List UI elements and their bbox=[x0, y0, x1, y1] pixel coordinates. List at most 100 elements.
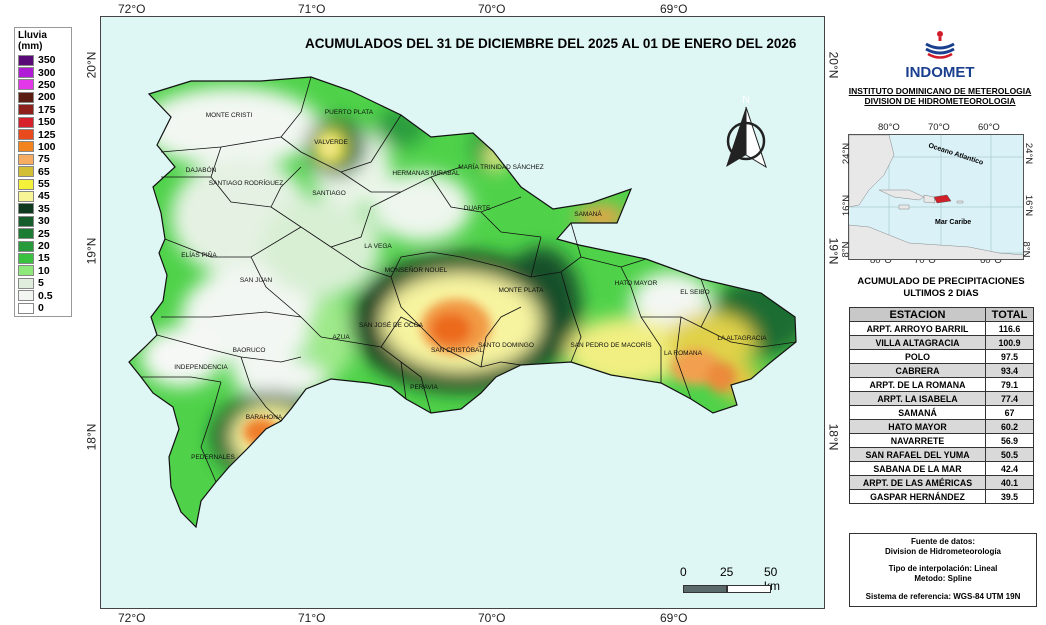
station-total: 116.6 bbox=[985, 321, 1034, 336]
legend-item: 0 bbox=[18, 302, 68, 314]
province-label: AZUA bbox=[332, 334, 350, 341]
legend-item: 55 bbox=[18, 178, 68, 190]
table-row: SAMANÁ 67 bbox=[849, 405, 1034, 420]
inset-tick: 24°N bbox=[1023, 142, 1035, 165]
province-label: DAJABÓN bbox=[186, 165, 217, 174]
province-label: HERMANAS MIRABAL bbox=[392, 170, 460, 177]
scale-label: 25 bbox=[720, 565, 734, 579]
tick-bottom: 72°O bbox=[118, 611, 146, 625]
legend-label: 30 bbox=[38, 215, 50, 228]
province-label: SAN JUAN bbox=[240, 277, 272, 284]
legend-label: 5 bbox=[38, 277, 44, 290]
legend-swatch bbox=[18, 116, 34, 128]
legend-label: 350 bbox=[38, 54, 56, 67]
legend-label: 10 bbox=[38, 264, 50, 277]
province-label: SAN PEDRO DE MACORÍS bbox=[570, 340, 652, 349]
legend-swatch bbox=[18, 104, 34, 116]
province-boundaries bbox=[141, 76, 797, 483]
tick-bottom: 69°O bbox=[660, 611, 688, 625]
inset-tick: 16°N bbox=[841, 194, 853, 217]
province-label: HATO MAYOR bbox=[615, 280, 658, 287]
table-row: CABRERA 93.4 bbox=[849, 363, 1034, 378]
accumulation-title: ACUMULADO DE PRECIPITACIONES ULTIMOS 2 D… bbox=[846, 276, 1036, 300]
legend-label: 0 bbox=[38, 302, 44, 314]
indomet-emblem-icon bbox=[925, 31, 955, 59]
source-label: Fuente de datos: bbox=[910, 537, 975, 546]
station-total: 42.4 bbox=[985, 461, 1034, 476]
tick-top: 70°O bbox=[478, 2, 506, 16]
legend-item: 300 bbox=[18, 66, 68, 79]
station-name: GASPAR HERNÁNDEZ bbox=[849, 489, 986, 504]
province-label: EL SEIBO bbox=[680, 289, 709, 296]
table-row: HATO MAYOR 60.2 bbox=[849, 419, 1034, 434]
legend-label: 100 bbox=[38, 140, 56, 153]
legend-label: 35 bbox=[38, 202, 50, 215]
legend-item: 75 bbox=[18, 153, 68, 165]
inset-tick: 80°O bbox=[870, 255, 892, 266]
station-total: 79.1 bbox=[985, 377, 1034, 392]
tick-right: 18°N bbox=[826, 423, 841, 451]
legend-label: 45 bbox=[38, 190, 50, 203]
station-name: HATO MAYOR bbox=[849, 419, 986, 434]
legend-item: 0.5 bbox=[18, 289, 68, 302]
province-label: LA ALTAGRACIA bbox=[717, 335, 767, 342]
province-labels: MONTE CRISTI PUERTO PLATA VALVERDE DAJAB… bbox=[174, 109, 767, 461]
station-total: 77.4 bbox=[985, 391, 1034, 406]
legend-swatch bbox=[18, 277, 34, 289]
province-label: LA ROMANA bbox=[664, 350, 703, 357]
legend-item: 65 bbox=[18, 166, 68, 178]
header-station: ESTACION bbox=[849, 307, 986, 322]
tick-top: 71°O bbox=[298, 2, 326, 16]
legend-swatch bbox=[18, 141, 34, 153]
station-total: 60.2 bbox=[985, 419, 1034, 434]
station-name: SAMANÁ bbox=[849, 405, 986, 420]
province-label: DUARTE bbox=[464, 205, 491, 212]
tick-left: 20°N bbox=[84, 51, 99, 79]
province-label: SANTIAGO bbox=[312, 190, 346, 197]
station-name: SAN RAFAEL DEL YUMA bbox=[849, 447, 986, 462]
legend-label: 65 bbox=[38, 165, 50, 178]
province-label: PUERTO PLATA bbox=[325, 109, 374, 116]
rain-legend: Lluvia (mm) 350 300 250 200 175 150 125 100 75 65… bbox=[14, 27, 72, 318]
table-row: ARPT. ARROYO BARRIL 116.6 bbox=[849, 321, 1034, 336]
province-label: BAORUCO bbox=[233, 347, 266, 354]
legend-rows: 350 300 250 200 175 150 125 100 75 65 55 45 35 30 25 20… bbox=[18, 54, 68, 314]
institute-name: INSTITUTO DOMINICANO DE METEROLOGIA bbox=[848, 86, 1032, 96]
station-total: 39.5 bbox=[985, 489, 1034, 504]
province-label: SANTO DOMINGO bbox=[478, 342, 534, 349]
legend-swatch bbox=[18, 302, 34, 314]
legend-item: 15 bbox=[18, 252, 68, 264]
legend-swatch bbox=[18, 190, 34, 202]
tick-left: 18°N bbox=[84, 423, 99, 451]
map-title: ACUMULADOS DEL 31 DE DICIEMBRE DEL 2025 … bbox=[305, 36, 797, 51]
station-total: 100.9 bbox=[985, 335, 1034, 350]
scale-segment bbox=[727, 585, 771, 593]
legend-item: 10 bbox=[18, 265, 68, 277]
inset-tick: 24°N bbox=[841, 142, 853, 165]
table-header-row: ESTACION TOTAL bbox=[849, 307, 1034, 322]
legend-label: 150 bbox=[38, 116, 56, 129]
inset-tick: 8°N bbox=[1020, 241, 1032, 258]
province-label: PEDERNALES bbox=[191, 454, 235, 461]
sea-label: Mar Caribe bbox=[935, 219, 972, 226]
legend-item: 35 bbox=[18, 203, 68, 215]
station-name: NAVARRETE bbox=[849, 433, 986, 448]
legend-swatch bbox=[18, 290, 34, 302]
legend-swatch bbox=[18, 228, 34, 240]
legend-item: 175 bbox=[18, 104, 68, 116]
tick-top: 72°O bbox=[118, 2, 146, 16]
province-label: MONTE CRISTI bbox=[206, 112, 253, 119]
station-total: 40.1 bbox=[985, 475, 1034, 490]
table-row: POLO 97.5 bbox=[849, 349, 1034, 364]
legend-item: 250 bbox=[18, 79, 68, 91]
header-total: TOTAL bbox=[985, 307, 1034, 322]
table-row: SABANA DE LA MAR 42.4 bbox=[849, 461, 1034, 476]
accumulation-subtitle-line: ULTIMOS 2 DIAS bbox=[903, 288, 979, 299]
inset-tick: 80°O bbox=[878, 122, 900, 133]
legend-label: 125 bbox=[38, 128, 56, 141]
province-label: MONTE PLATA bbox=[499, 287, 545, 294]
station-name: ARPT. DE LA ROMANA bbox=[849, 377, 986, 392]
logo-name: INDOMET bbox=[905, 64, 975, 81]
tick-right: 19°N bbox=[826, 237, 841, 265]
legend-swatch bbox=[18, 215, 34, 227]
